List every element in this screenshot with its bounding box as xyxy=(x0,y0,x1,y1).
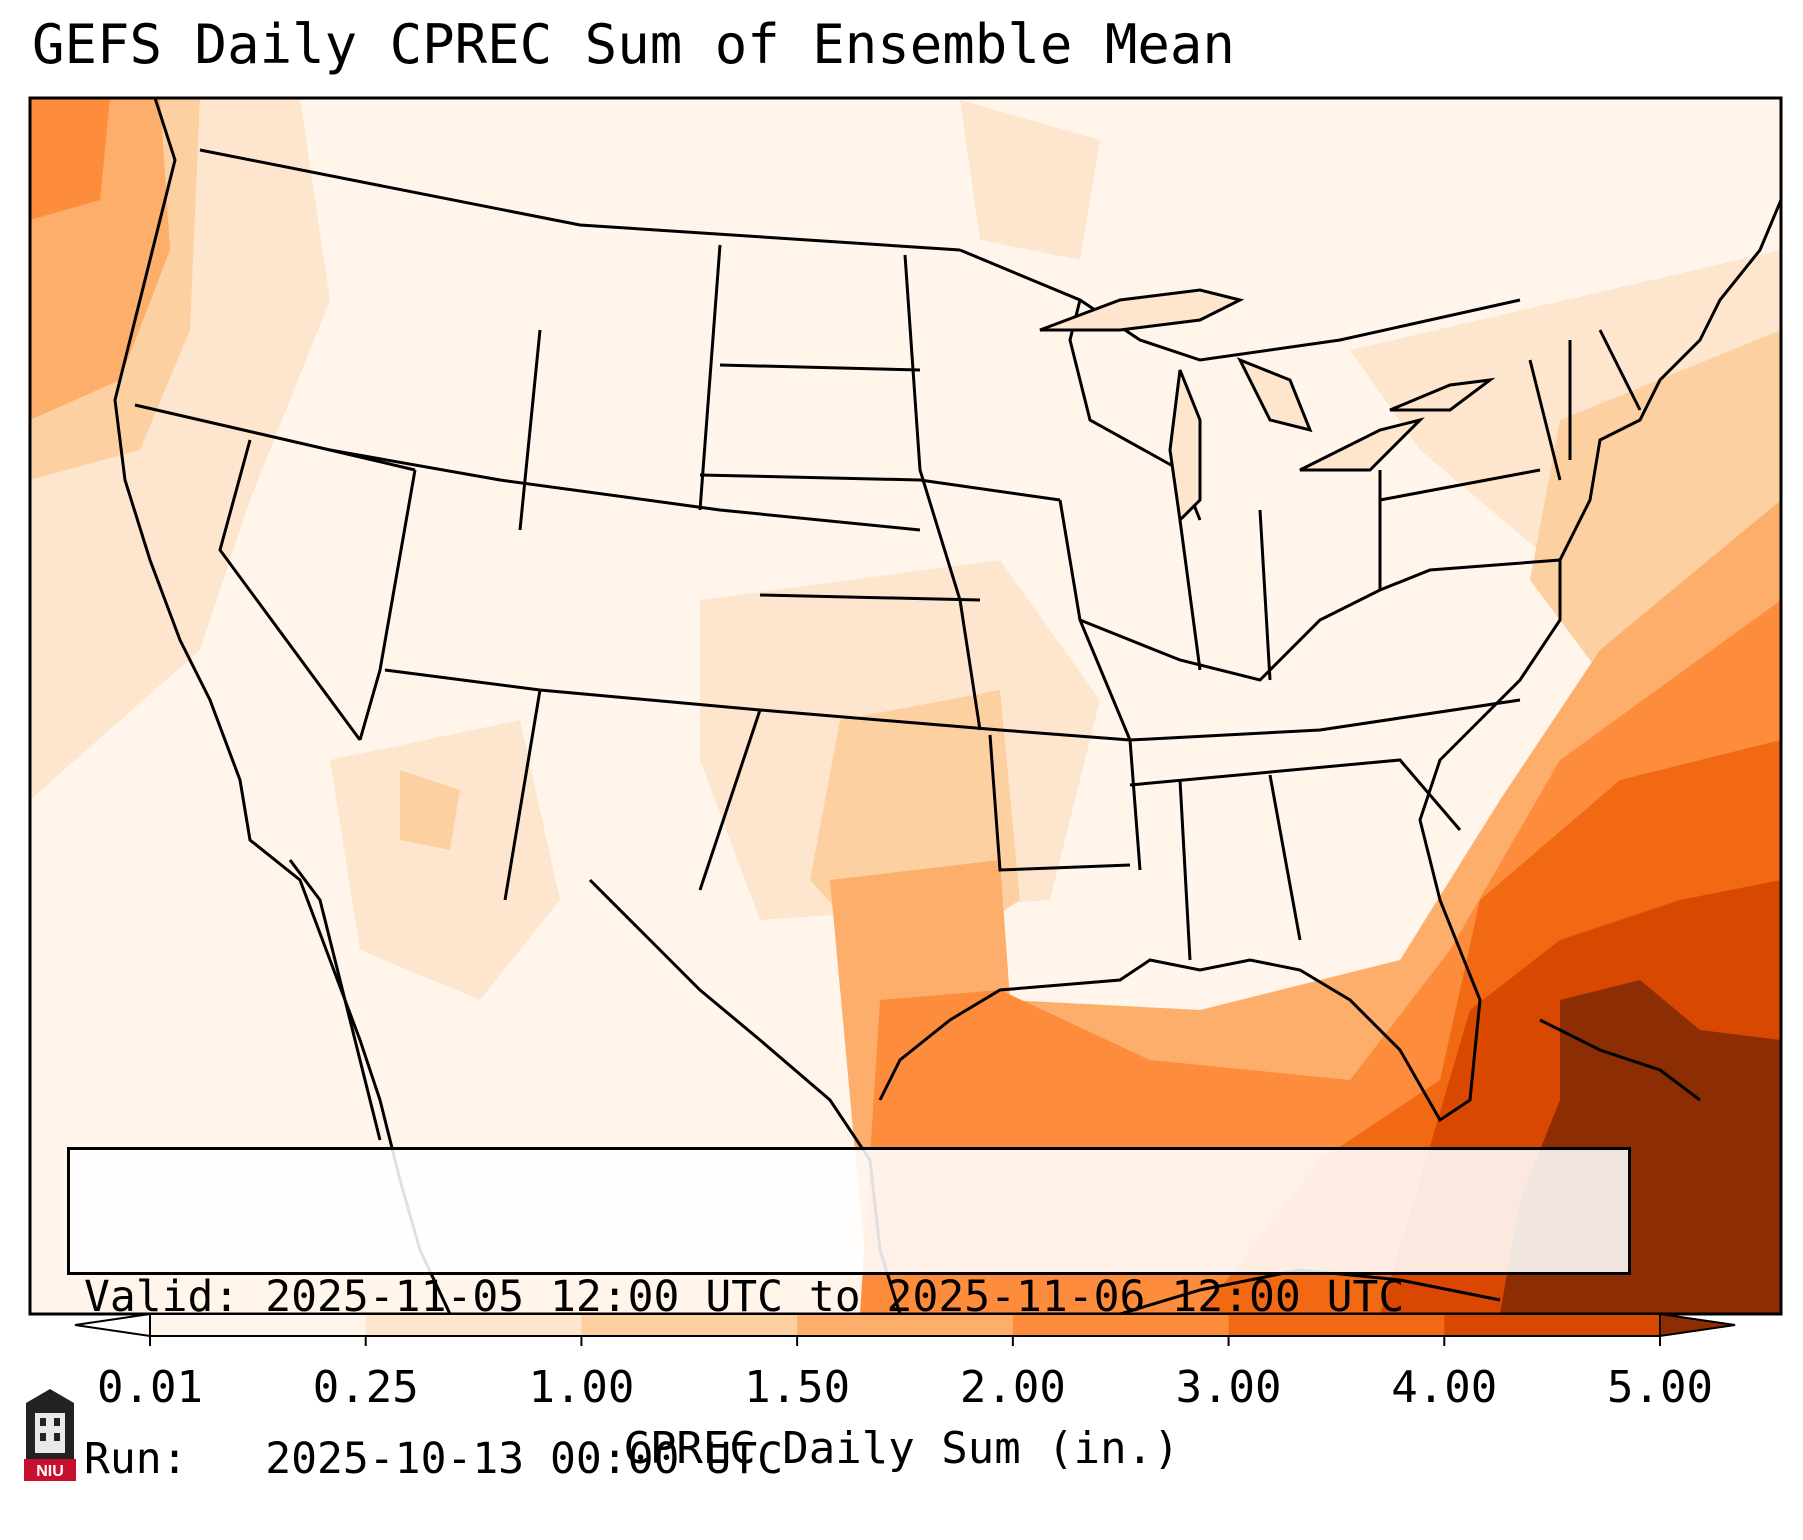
valid-line: Valid: 2025-11-05 12:00 UTC to 2025-11-0… xyxy=(84,1270,1614,1324)
great-lakes xyxy=(1039,288,1496,524)
colorbar-tick-label: 3.00 xyxy=(1175,1362,1282,1413)
colorbar-segment xyxy=(150,1314,367,1336)
colorbar-tick-label: 0.01 xyxy=(97,1362,203,1413)
colorbar-tick-label: 5.00 xyxy=(1607,1362,1713,1413)
colorbar-segment xyxy=(1228,1314,1445,1336)
colorbar-tick-label: 2.00 xyxy=(959,1362,1066,1413)
colorbar xyxy=(74,1312,1736,1346)
run-line: Run: 2025-10-13 00:00 UTC xyxy=(84,1432,1614,1486)
colorbar-tick-label: 1.00 xyxy=(528,1362,635,1413)
niu-logo: NIU xyxy=(24,1389,76,1481)
colorbar-tick-label: 0.25 xyxy=(312,1362,419,1413)
svg-text:NIU: NIU xyxy=(36,1463,64,1480)
colorbar-segment xyxy=(581,1314,798,1336)
colorbar-tick-label: 1.50 xyxy=(744,1362,851,1413)
info-box: Valid: 2025-11-05 12:00 UTC to 2025-11-0… xyxy=(67,1147,1631,1484)
valid-value: 2025-11-05 12:00 UTC to 2025-11-06 12:00… xyxy=(265,1272,1405,1322)
colorbar-frame xyxy=(149,1313,1661,1337)
colorbar-over-arrow xyxy=(1659,1312,1736,1338)
state-borders xyxy=(134,148,1642,961)
colorbar-segment xyxy=(365,1314,582,1336)
run-label: Run: xyxy=(84,1434,188,1484)
colorbar-segment xyxy=(797,1314,1014,1336)
colorbar-segment xyxy=(1444,1314,1661,1336)
colorbar-tick-label: 4.00 xyxy=(1391,1362,1498,1413)
colorbar-label: CPREC Daily Sum (in.) xyxy=(623,1423,1180,1474)
map-title: GEFS Daily CPREC Sum of Ensemble Mean xyxy=(32,13,1235,76)
colorbar-segment xyxy=(1012,1314,1230,1336)
run-value: 2025-10-13 00:00 UTC xyxy=(265,1434,783,1484)
valid-label: Valid: xyxy=(84,1272,240,1322)
